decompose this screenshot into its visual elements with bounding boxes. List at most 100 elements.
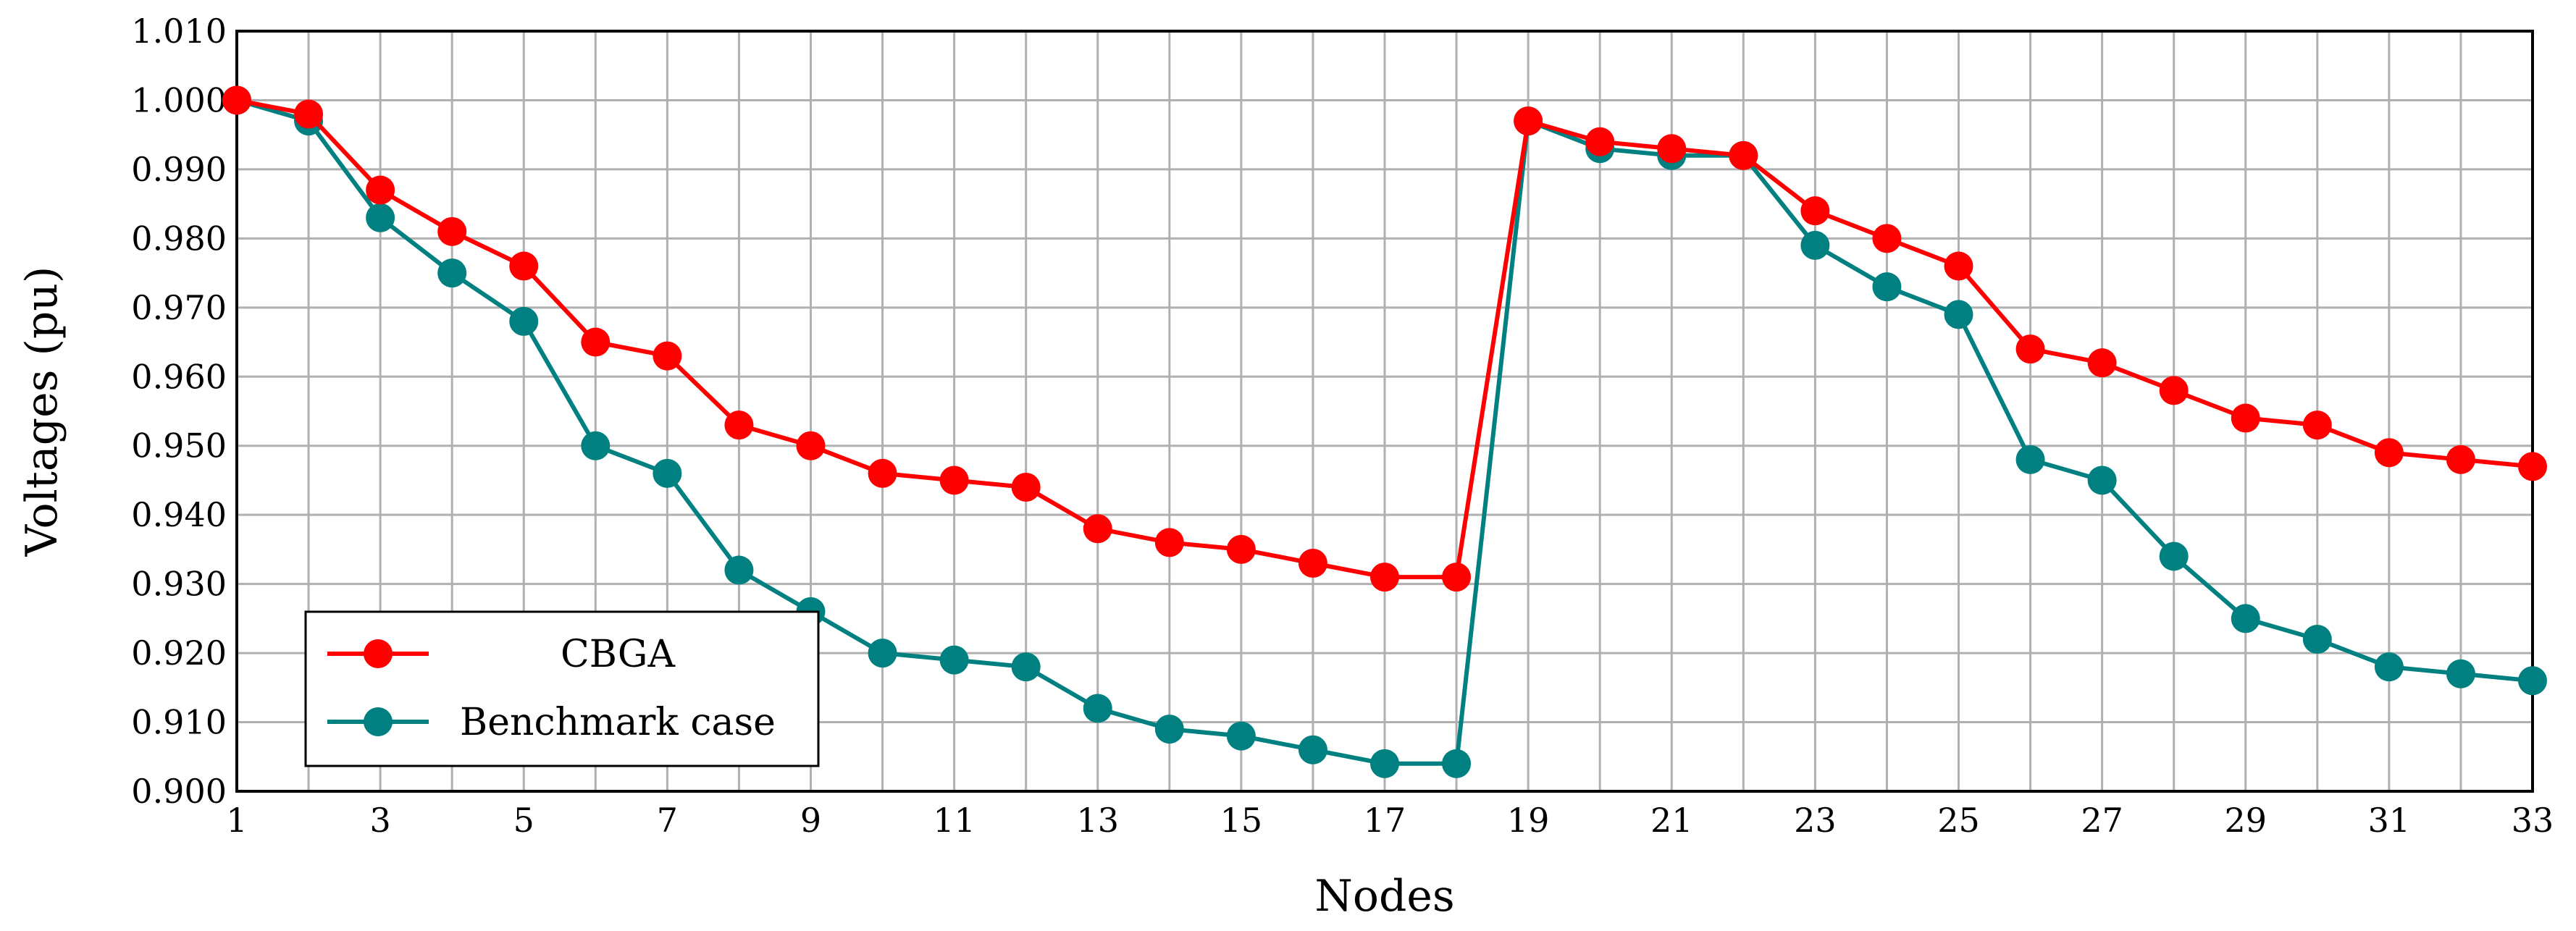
tick-labels: 0.900 0.910 0.920 0.930 0.940 0.950 0.960 0.970… [131, 12, 2554, 840]
x-tick-label: 25 [1937, 801, 1980, 840]
data-point-benchmark [1298, 735, 1327, 764]
data-point-cbga [1298, 549, 1327, 578]
data-point-benchmark [2231, 604, 2260, 633]
data-point-benchmark [653, 458, 682, 488]
data-point-benchmark [1154, 715, 1184, 744]
data-point-benchmark [2015, 445, 2045, 474]
legend-label-cbga: CBGA [561, 633, 676, 676]
data-point-cbga [2087, 348, 2117, 378]
data-point-cbga [724, 410, 754, 440]
data-point-cbga [1800, 196, 1830, 226]
x-tick-label: 13 [1076, 801, 1119, 840]
data-point-benchmark [1800, 230, 1830, 260]
data-point-cbga [1226, 534, 1256, 564]
x-tick-label: 11 [933, 801, 976, 840]
x-tick-label: 3 [369, 801, 390, 840]
y-tick-label: 1.000 [131, 80, 227, 119]
series-layer [222, 85, 2547, 778]
data-point-cbga [1083, 514, 1112, 544]
data-point-cbga [653, 341, 682, 371]
y-tick-label: 0.970 [131, 288, 227, 327]
data-point-cbga [2159, 376, 2189, 405]
y-tick-label: 0.960 [131, 357, 227, 396]
y-tick-label: 0.930 [131, 565, 227, 604]
data-point-benchmark [2374, 652, 2404, 682]
x-tick-label: 33 [2512, 801, 2554, 840]
data-point-benchmark [509, 306, 539, 336]
data-point-benchmark [2518, 666, 2547, 696]
y-axis-label: Voltages (pu) [17, 266, 67, 557]
data-point-benchmark [581, 431, 611, 460]
x-tick-label: 27 [2081, 801, 2123, 840]
x-tick-label: 19 [1507, 801, 1550, 840]
data-point-cbga [2302, 410, 2332, 440]
data-point-cbga [222, 85, 251, 115]
legend-box [304, 610, 820, 767]
y-tick-label: 1.010 [131, 12, 227, 51]
y-tick-label: 0.950 [131, 426, 227, 466]
data-point-benchmark [2446, 659, 2475, 688]
data-point-benchmark [868, 639, 897, 668]
data-point-benchmark [2159, 542, 2189, 571]
data-point-cbga [868, 458, 897, 488]
data-point-cbga [1154, 528, 1184, 557]
x-tick-label: 29 [2224, 801, 2267, 840]
y-tick-label: 0.920 [131, 633, 227, 673]
x-tick-label: 23 [1794, 801, 1837, 840]
data-point-cbga [581, 327, 611, 357]
data-point-cbga [1514, 106, 1543, 136]
data-point-cbga [1944, 251, 1973, 281]
data-point-benchmark [2087, 466, 2117, 495]
data-point-benchmark [1226, 721, 1256, 751]
data-point-benchmark [1944, 300, 1973, 329]
data-point-benchmark [1370, 749, 1399, 778]
data-point-cbga [1872, 224, 1902, 253]
plot-frame [235, 30, 2534, 793]
data-point-benchmark [724, 555, 754, 585]
data-point-cbga [366, 175, 395, 205]
data-point-cbga [1657, 134, 1687, 164]
data-point-cbga [2446, 445, 2475, 474]
data-point-cbga [1011, 473, 1041, 502]
data-point-cbga [2015, 334, 2045, 364]
y-tick-label: 0.980 [131, 219, 227, 258]
x-tick-label: 15 [1220, 801, 1263, 840]
legend-marker-benchmark [364, 707, 393, 736]
data-point-benchmark [1011, 652, 1041, 682]
y-tick-label: 0.990 [131, 150, 227, 189]
data-point-benchmark [2302, 625, 2332, 654]
y-tick-label: 0.900 [131, 772, 227, 811]
data-point-benchmark [1442, 749, 1472, 778]
data-point-cbga [2231, 403, 2260, 433]
x-tick-label: 7 [657, 801, 678, 840]
data-point-benchmark [366, 203, 395, 232]
data-point-cbga [796, 431, 826, 460]
x-axis-label: Nodes [1314, 871, 1454, 922]
data-point-cbga [2374, 438, 2404, 468]
legend-label-benchmark: Benchmark case [460, 701, 776, 744]
legend-marker-cbga [364, 639, 393, 668]
data-point-benchmark [1083, 694, 1112, 723]
data-point-cbga [509, 251, 539, 281]
data-point-benchmark [939, 645, 969, 675]
legend: CBGA Benchmark case [304, 610, 820, 767]
data-point-cbga [294, 99, 324, 129]
y-tick-label: 0.910 [131, 703, 227, 742]
x-tick-label: 17 [1364, 801, 1406, 840]
data-point-cbga [1370, 563, 1399, 592]
x-tick-label: 21 [1650, 801, 1693, 840]
x-tick-label: 31 [2368, 801, 2411, 840]
data-point-cbga [2518, 452, 2547, 481]
data-point-cbga [939, 466, 969, 495]
y-tick-label: 0.940 [131, 495, 227, 534]
data-point-cbga [1729, 140, 1758, 170]
data-point-cbga [1442, 563, 1472, 592]
data-point-cbga [437, 216, 467, 246]
x-tick-label: 1 [226, 801, 247, 840]
x-tick-label: 9 [800, 801, 821, 840]
data-point-benchmark [437, 258, 467, 288]
data-point-benchmark [1872, 272, 1902, 302]
x-tick-label: 5 [513, 801, 534, 840]
data-point-cbga [1585, 127, 1615, 156]
